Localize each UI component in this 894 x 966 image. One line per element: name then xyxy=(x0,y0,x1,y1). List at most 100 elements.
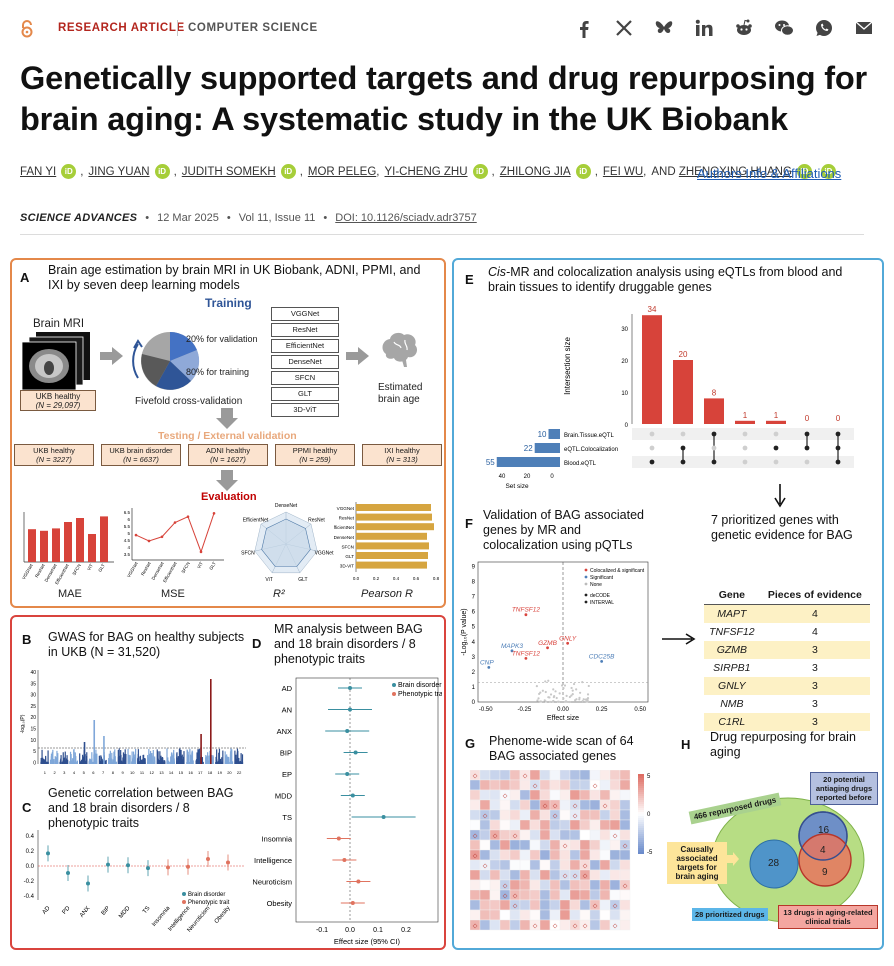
orcid-icon[interactable]: iD xyxy=(820,164,836,179)
category-computer-science[interactable]: COMPUTER SCIENCE xyxy=(188,22,318,34)
volcano-point xyxy=(585,700,588,703)
manhattan-point xyxy=(207,761,209,764)
upset-bar-value: 0 xyxy=(836,414,841,423)
heatmap-cell xyxy=(499,819,511,831)
doi-link[interactable]: DOI: 10.1126/sciadv.adr3757 xyxy=(335,212,477,224)
author-name[interactable]: FAN YI xyxy=(20,165,57,178)
manhattan-point xyxy=(190,754,192,764)
bluesky-icon[interactable] xyxy=(654,18,674,38)
ukb-healthy-label: UKB healthy xyxy=(35,392,81,401)
orcid-icon[interactable]: iD xyxy=(796,164,812,179)
author-name[interactable]: FEI WU xyxy=(602,165,644,178)
causal-targets-tag: Causally associated targets for brain ag… xyxy=(667,842,727,884)
author-name[interactable]: YI-CHENG ZHU xyxy=(384,165,468,178)
volcano-point xyxy=(544,700,548,703)
manhattan-point xyxy=(148,749,150,764)
heatmap-cell xyxy=(489,859,501,871)
mr-point xyxy=(348,707,352,712)
category-research-article[interactable]: RESEARCH ARTICLE xyxy=(58,22,185,34)
manhattan-point xyxy=(123,753,125,764)
manhattan-y-label: -log₁₀(P) xyxy=(20,714,26,733)
heatmap-cell xyxy=(589,829,601,841)
mr-x-tick: 0.0 xyxy=(345,927,355,934)
cohort-name: ADNI healthy xyxy=(205,446,251,455)
manhattan-point xyxy=(43,758,45,764)
journal-name[interactable]: SCIENCE ADVANCES xyxy=(20,212,138,224)
volcano-gene-label: CNP xyxy=(480,659,494,666)
wechat-icon[interactable] xyxy=(774,18,794,38)
manhattan-point xyxy=(230,760,232,764)
heatmap-cell xyxy=(509,879,521,891)
manhattan-point xyxy=(190,755,193,764)
manhattan-point xyxy=(131,761,133,764)
whatsapp-icon[interactable] xyxy=(814,18,834,38)
manhattan-point xyxy=(150,754,152,764)
heatmap-cell xyxy=(569,849,581,861)
heatmap-cell xyxy=(519,849,531,861)
upset-dot xyxy=(711,431,717,437)
manhattan-point xyxy=(225,759,227,764)
heatmap-cell xyxy=(499,799,511,811)
email-icon[interactable] xyxy=(854,18,874,38)
heatmap-legend-swatch xyxy=(638,778,644,780)
heatmap-cell xyxy=(609,849,621,861)
manhattan-point xyxy=(64,760,67,764)
author-name[interactable]: ZHILONG JIA xyxy=(499,165,571,178)
heatmap-cell xyxy=(489,779,501,791)
orcid-icon[interactable]: iD xyxy=(280,164,296,179)
volcano-point xyxy=(537,697,540,700)
heatmap-marker: ◇ xyxy=(513,904,518,910)
heatmap-legend-swatch xyxy=(638,826,644,828)
volume-issue[interactable]: Vol 11, Issue 11 xyxy=(238,212,316,224)
orcid-icon[interactable]: iD xyxy=(472,164,488,179)
manhattan-point xyxy=(158,760,160,764)
heatmap-legend-swatch xyxy=(638,852,644,854)
evaluation-heading: Evaluation xyxy=(201,491,257,503)
evidence-count-cell: 3 xyxy=(811,662,818,674)
author-name[interactable]: MOR PELEG xyxy=(307,165,377,178)
manhattan-point xyxy=(102,760,104,764)
authors-info-link[interactable]: Authors Info & Affiliations xyxy=(697,166,842,181)
heatmap-legend-swatch xyxy=(638,814,644,816)
mae-tick-label: ResNet xyxy=(34,562,46,578)
manhattan-point xyxy=(57,761,59,764)
orcid-icon[interactable]: iD xyxy=(575,164,591,179)
linkedin-icon[interactable] xyxy=(694,18,714,38)
volcano-point xyxy=(548,696,551,699)
author-name[interactable]: ZHENGXING HUANG xyxy=(678,165,792,178)
orcid-icon[interactable]: iD xyxy=(61,164,77,179)
heatmap-cell xyxy=(529,789,541,801)
pearson-model-label: EfficientNet xyxy=(334,525,355,530)
volcano-x-tick: -0.25 xyxy=(518,707,532,713)
gc-y-tick: -0.4 xyxy=(24,894,35,900)
heatmap-cell xyxy=(599,819,611,831)
author-name[interactable]: JING YUAN xyxy=(88,165,150,178)
upset-y-tick: 0 xyxy=(625,423,629,429)
heatmap-cell xyxy=(579,809,591,821)
manhattan-point xyxy=(157,751,159,764)
heatmap-cell xyxy=(529,799,541,811)
author-name[interactable]: JUDITH SOMEKH xyxy=(181,165,276,178)
ukb-healthy-n: (N = 29,097) xyxy=(35,401,81,410)
mr-point xyxy=(350,901,355,905)
chromosome-label: 19 xyxy=(217,770,222,775)
heatmap-cell xyxy=(579,819,591,831)
manhattan-point xyxy=(92,762,94,764)
heatmap-cell xyxy=(489,919,501,931)
heatmap-marker: ◇ xyxy=(473,774,478,780)
heatmap-cell xyxy=(599,909,611,921)
gc-y-tick: 0.4 xyxy=(26,834,35,840)
gene-name-cell: TNFSF12 xyxy=(709,626,755,638)
heatmap-cell xyxy=(529,849,541,861)
heatmap-cell xyxy=(509,919,521,931)
facebook-icon[interactable] xyxy=(574,18,594,38)
panel-c-label: C xyxy=(22,800,32,815)
reddit-icon[interactable] xyxy=(734,18,754,38)
orcid-icon[interactable]: iD xyxy=(154,164,170,179)
manhattan-point xyxy=(159,751,161,764)
volcano-highlight-point xyxy=(600,659,604,663)
x-icon[interactable] xyxy=(614,18,634,38)
panel-bcd-frame xyxy=(10,615,446,950)
volcano-legend-dot xyxy=(584,568,588,572)
heatmap-legend-swatch xyxy=(638,782,644,784)
